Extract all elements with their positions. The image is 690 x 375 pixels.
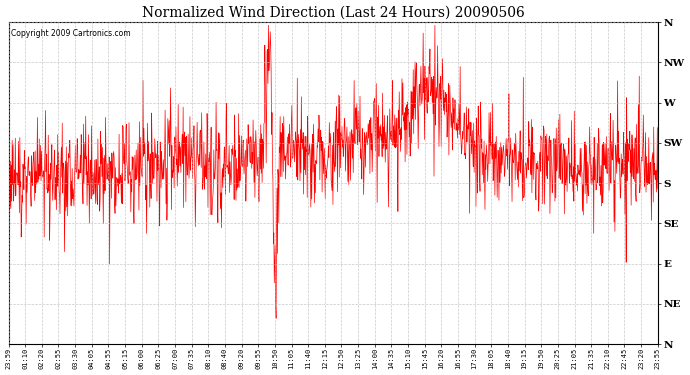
Text: Copyright 2009 Cartronics.com: Copyright 2009 Cartronics.com (10, 28, 130, 38)
Title: Normalized Wind Direction (Last 24 Hours) 20090506: Normalized Wind Direction (Last 24 Hours… (141, 6, 524, 20)
